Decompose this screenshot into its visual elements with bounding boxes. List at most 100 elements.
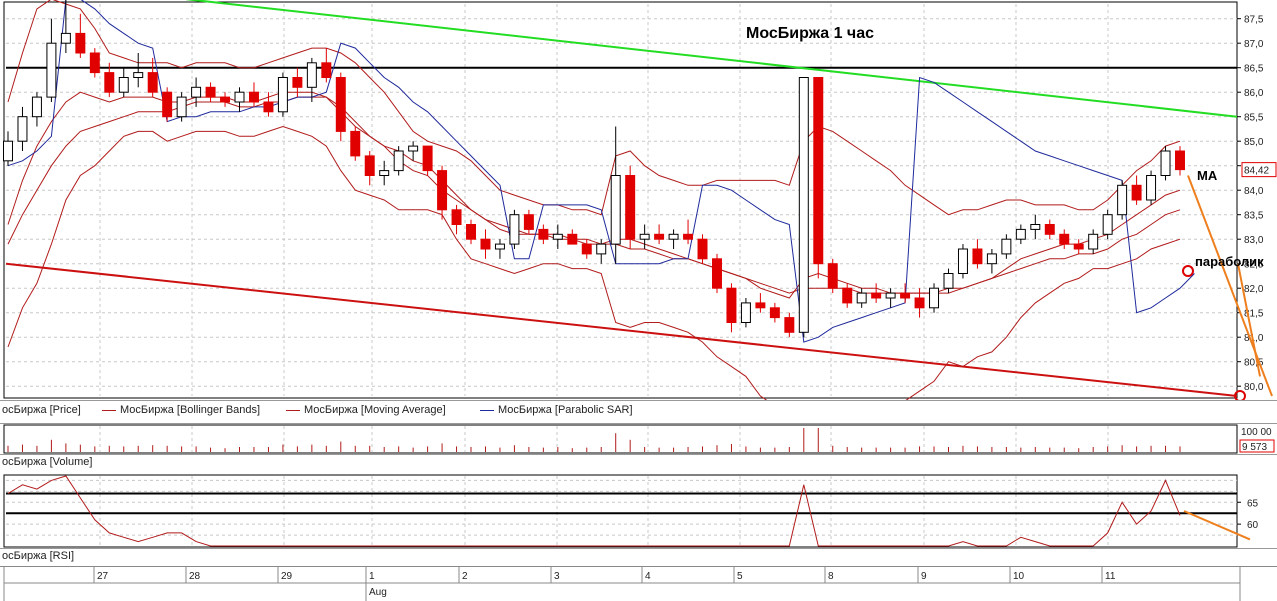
- candle-body: [205, 86, 216, 98]
- legend-bollinger-swatch: [102, 410, 116, 411]
- candle-body: [31, 96, 42, 118]
- candle-body: [335, 77, 346, 132]
- candle-body: [712, 258, 722, 289]
- legend-rsi: осБиржа [RSI]: [2, 550, 75, 562]
- candle-body: [1059, 233, 1070, 245]
- candle-body: [1131, 184, 1142, 201]
- candle-body: [75, 32, 86, 54]
- candle-body: [1001, 238, 1012, 255]
- candle-body: [466, 224, 476, 240]
- price-tick-label: 86,5: [1244, 64, 1264, 75]
- candle-body: [610, 175, 621, 245]
- candle-body: [350, 130, 361, 157]
- candle-body: [726, 287, 737, 324]
- price-tick-label: 83,5: [1244, 211, 1264, 222]
- candle-body: [306, 62, 317, 88]
- time-axis-svg: 27 28 29 1 2 3 4 5 8 9 10 11 Aug: [3, 567, 1241, 601]
- candle-body: [813, 77, 824, 265]
- candle-body: [234, 91, 245, 103]
- day-label: 9: [921, 571, 927, 582]
- candle-body: [147, 72, 158, 93]
- bollinger-lower-line: [7, 125, 1181, 400]
- day-label: 10: [1013, 571, 1025, 582]
- rsi-chart-panel[interactable]: 65 60: [0, 474, 1277, 548]
- volume-level-label: 100 00: [1241, 427, 1272, 438]
- price-tick-label: 83,0: [1244, 235, 1264, 246]
- volume-last-label: 9 573: [1242, 442, 1267, 453]
- price-chart-panel[interactable]: 87,587,086,586,085,585,084,584,083,583,0…: [0, 0, 1277, 400]
- last-price-box: [1241, 162, 1277, 178]
- ma-annotation: МА: [1197, 168, 1218, 183]
- volume-chart-panel[interactable]: 100 00 9 573: [0, 424, 1277, 454]
- time-axis: 27 28 29 1 2 3 4 5 8 9 10 11 Aug: [0, 566, 1277, 601]
- day-label: 5: [737, 571, 743, 582]
- candle-body: [364, 155, 375, 176]
- forecast-line: [1187, 175, 1273, 397]
- candle-body: [668, 233, 679, 240]
- candle-body: [408, 145, 419, 152]
- candle-body: [596, 243, 607, 255]
- candle-body: [379, 170, 390, 177]
- day-label: 4: [645, 571, 651, 582]
- candle-body: [191, 86, 202, 98]
- candle-body: [798, 77, 809, 333]
- candle-body: [451, 209, 462, 226]
- candle-body: [1175, 150, 1185, 171]
- candle-body: [567, 233, 578, 245]
- candle-body: [885, 292, 896, 299]
- candle-body: [697, 238, 708, 260]
- candle-body: [856, 292, 867, 304]
- candle-body: [393, 150, 404, 172]
- legend-parabolic-sar: МосБиржа [Parabolic SAR]: [498, 404, 633, 416]
- price-tick-label: 84,0: [1244, 186, 1264, 197]
- day-label: 1: [369, 571, 375, 582]
- price-legend: осБиржа [Price] МосБиржа [Bollinger Band…: [0, 400, 1277, 424]
- candle-body: [1073, 243, 1084, 250]
- candle-body: [1015, 228, 1026, 240]
- month-label: Aug: [369, 587, 387, 598]
- candle-body: [17, 116, 28, 142]
- candle-body: [523, 214, 534, 230]
- volume-last-box: [1239, 439, 1275, 453]
- bollinger-upper-line: [7, 0, 1181, 216]
- candle-body: [986, 253, 997, 265]
- candle-body: [943, 273, 954, 289]
- candle-body: [1117, 184, 1128, 216]
- red-trendline: [5, 262, 1238, 397]
- rsi-chart[interactable]: 65 60: [0, 474, 1277, 548]
- last-price-label: 84,42: [1244, 166, 1269, 177]
- day-label: 11: [1105, 571, 1116, 582]
- candle-body: [133, 72, 144, 78]
- price-tick-label: 87,0: [1244, 39, 1264, 50]
- sar-marker-circle: [1182, 265, 1194, 278]
- candle-body: [1160, 150, 1171, 176]
- candle-body: [914, 297, 925, 309]
- price-tick-label: 86,0: [1244, 88, 1264, 99]
- candle-body: [1146, 175, 1157, 201]
- candle-body: [784, 317, 795, 333]
- candle-body: [957, 248, 968, 274]
- day-label: 8: [828, 571, 834, 582]
- candle-body: [552, 233, 563, 240]
- candle-body: [740, 302, 751, 323]
- legend-ma-swatch: [286, 410, 300, 411]
- candle-body: [176, 96, 187, 118]
- candle-body: [437, 170, 448, 211]
- candle-body: [509, 214, 520, 245]
- rsi-tick-label: 60: [1247, 520, 1259, 531]
- price-tick-label: 81,5: [1244, 309, 1264, 320]
- volume-chart[interactable]: 100 00 9 573: [0, 424, 1277, 454]
- chart-title: МосБиржа 1 час: [746, 25, 874, 42]
- price-background: [0, 0, 1277, 400]
- day-label: 2: [462, 571, 468, 582]
- volume-legend: осБиржа [Volume]: [0, 454, 1277, 470]
- legend-price: осБиржа [Price]: [2, 404, 81, 416]
- candle-body: [972, 248, 983, 265]
- candle-body: [46, 42, 57, 98]
- parabolic-sar-line: [7, 0, 1195, 343]
- candle-body: [60, 32, 71, 44]
- candle-body: [494, 243, 505, 250]
- rsi-legend: осБиржа [RSI]: [0, 548, 1277, 564]
- price-chart[interactable]: 87,587,086,586,085,585,084,584,083,583,0…: [0, 0, 1277, 400]
- candle-body: [1044, 224, 1055, 235]
